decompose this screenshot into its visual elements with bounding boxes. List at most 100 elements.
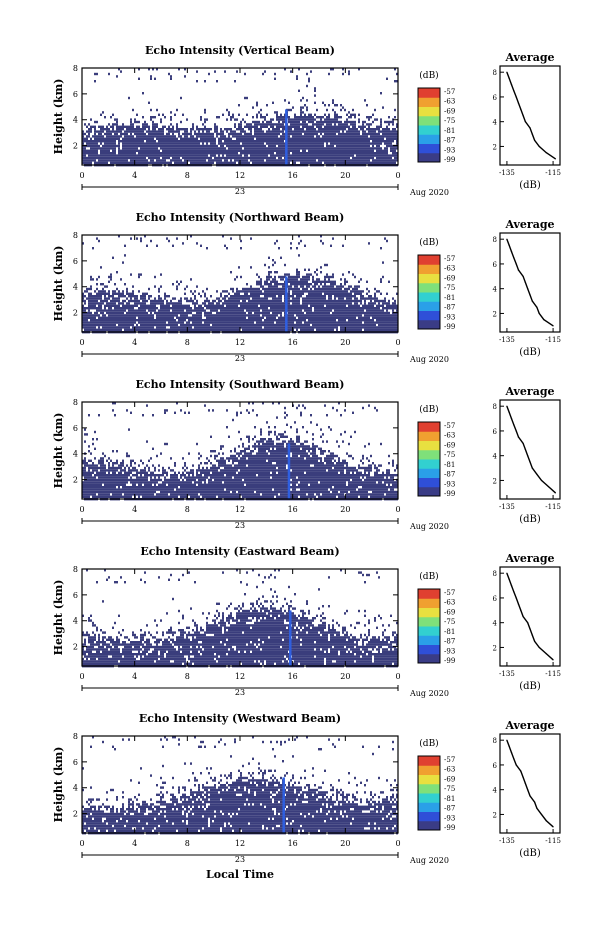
echo-cell: [240, 323, 242, 327]
echo-cell: [232, 307, 234, 310]
echo-cell: [322, 307, 324, 310]
echo-cell: [266, 304, 268, 307]
echo-cell: [290, 314, 292, 317]
echo-cell: [252, 120, 254, 124]
echo-cell: [296, 304, 298, 307]
echo-cell: [296, 125, 298, 128]
echo-cell: [206, 287, 208, 291]
echo-cell: [170, 147, 172, 150]
echo-cell: [354, 132, 356, 136]
echo-cell: [152, 132, 154, 136]
echo-cell: [142, 154, 144, 157]
echo-cell: [156, 135, 158, 138]
echo-cell: [272, 290, 274, 293]
echo-cell: [390, 135, 392, 138]
echo-cell: [204, 147, 206, 150]
echo-cell: [244, 125, 246, 128]
echo-cell: [180, 319, 182, 322]
echo-cell: [322, 120, 324, 124]
echo-cell: [382, 128, 384, 131]
echo-cell: [276, 161, 278, 164]
echo-cell: [314, 304, 316, 307]
echo-cell: [224, 328, 226, 331]
echo-cell: [222, 235, 224, 238]
echo-cell: [262, 149, 264, 152]
echo-cell: [294, 275, 296, 279]
echo-cell: [396, 123, 398, 126]
echo-cell: [216, 128, 218, 131]
echo-cell: [364, 147, 366, 150]
echo-cell: [228, 140, 230, 143]
echo-cell: [200, 137, 202, 140]
echo-cell: [284, 283, 286, 286]
echo-cell: [336, 144, 338, 148]
echo-cell: [252, 144, 254, 148]
echo-cell: [192, 152, 194, 155]
echo-cell: [296, 299, 298, 303]
echo-cell: [194, 130, 196, 133]
echo-cell: [98, 159, 100, 162]
echo-cell: [296, 321, 298, 324]
echo-cell: [342, 149, 344, 152]
echo-cell: [334, 120, 336, 124]
echo-cell: [342, 144, 344, 148]
echo-cell: [166, 304, 168, 307]
echo-cell: [98, 328, 100, 331]
echo-cell: [122, 123, 124, 126]
echo-cell: [280, 116, 282, 119]
echo-cell: [132, 130, 134, 133]
echo-cell: [380, 118, 382, 121]
echo-cell: [250, 137, 252, 140]
echo-cell: [164, 304, 166, 307]
echo-cell: [266, 125, 268, 128]
echo-cell: [162, 316, 164, 319]
echo-cell: [142, 292, 144, 295]
echo-cell: [90, 287, 92, 291]
echo-cell: [272, 304, 274, 307]
echo-cell: [148, 68, 150, 71]
echo-cell: [272, 323, 274, 327]
echo-cell: [352, 120, 354, 124]
echo-cell: [320, 295, 322, 298]
echo-cell: [288, 278, 290, 281]
echo-cell: [326, 149, 328, 152]
echo-cell: [170, 311, 172, 315]
echo-cell: [142, 297, 144, 300]
echo-cell: [328, 72, 330, 76]
echo-cell: [198, 147, 200, 150]
echo-cell: [202, 154, 204, 157]
echo-cell: [394, 108, 396, 112]
echo-cell: [324, 104, 326, 107]
echo-cell: [380, 140, 382, 143]
echo-cell: [86, 328, 88, 331]
echo-cell: [92, 147, 94, 150]
echo-cell: [358, 144, 360, 148]
echo-cell: [284, 99, 286, 102]
echo-cell: [138, 140, 140, 143]
echo-cell: [380, 120, 382, 124]
echo-cell: [234, 125, 236, 128]
echo-cell: [308, 149, 310, 152]
echo-cell: [230, 316, 232, 319]
echo-cell: [278, 130, 280, 133]
echo-cell: [382, 161, 384, 164]
echo-cell: [256, 132, 258, 136]
echo-cell: [294, 144, 296, 148]
echo-cell: [308, 147, 310, 150]
echo-cell: [244, 120, 246, 124]
echo-cell: [114, 304, 116, 307]
echo-cell: [156, 307, 158, 310]
echo-cell: [168, 304, 170, 307]
echo-cell: [280, 278, 282, 281]
echo-cell: [292, 297, 294, 300]
echo-cell: [250, 142, 252, 145]
echo-cell: [306, 297, 308, 300]
echo-cell: [114, 149, 116, 152]
echo-cell: [190, 135, 192, 138]
echo-cell: [206, 144, 208, 148]
echo-cell: [296, 247, 298, 250]
echo-cell: [246, 323, 248, 327]
echo-cell: [124, 254, 126, 257]
echo-cell: [94, 302, 96, 305]
echo-cell: [318, 278, 320, 281]
